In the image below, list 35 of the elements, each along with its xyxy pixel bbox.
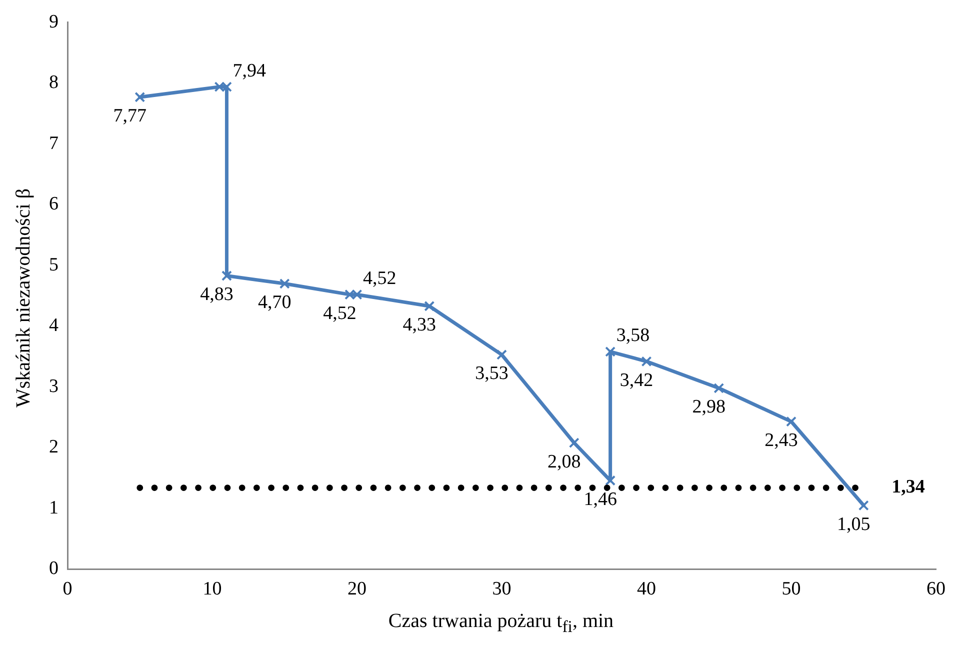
data-label: 2,98	[692, 396, 726, 418]
data-label: 7,94	[232, 60, 266, 82]
data-label: 4,33	[402, 314, 436, 336]
ref-line-label: 1,34	[892, 476, 926, 498]
x-tick-label: 0	[62, 578, 72, 600]
data-label: 1,05	[837, 514, 870, 535]
y-tick-label: 3	[49, 376, 58, 397]
y-tick-label: 8	[49, 72, 58, 94]
y-axis-title: Wskaźnik niezawodności β	[12, 188, 36, 408]
y-tick-label: 6	[49, 194, 58, 215]
data-label: 2,08	[548, 451, 581, 472]
data-label: 3,53	[475, 363, 508, 384]
data-label: 4,83	[200, 284, 234, 306]
data-label: 2,43	[764, 430, 798, 452]
y-tick-label: 5	[49, 254, 58, 276]
x-tick-label: 30	[492, 578, 512, 600]
y-tick-label: 0	[49, 558, 58, 580]
data-label: 4,70	[258, 292, 292, 314]
data-label: 3,42	[620, 370, 654, 391]
x-tick-label: 10	[202, 578, 222, 600]
y-tick-label: 9	[49, 11, 58, 32]
data-label: 4,52	[363, 268, 396, 290]
x-tick-label: 40	[637, 578, 656, 600]
y-tick-label: 7	[49, 132, 58, 154]
x-tick-label: 60	[926, 578, 946, 600]
data-label: 7,77	[113, 106, 146, 127]
data-label: 1,46	[584, 488, 617, 510]
x-axis-title: Czas trwania pożaru t$_{fi}$, min	[387, 610, 615, 637]
x-tick-label: 50	[782, 578, 801, 600]
y-tick-label: 1	[49, 497, 58, 518]
y-tick-label: 4	[49, 315, 59, 336]
data-label: 3,58	[616, 325, 650, 346]
x-tick-label: 20	[348, 578, 366, 600]
data-label: 4,52	[323, 303, 356, 324]
y-tick-label: 2	[49, 436, 58, 458]
